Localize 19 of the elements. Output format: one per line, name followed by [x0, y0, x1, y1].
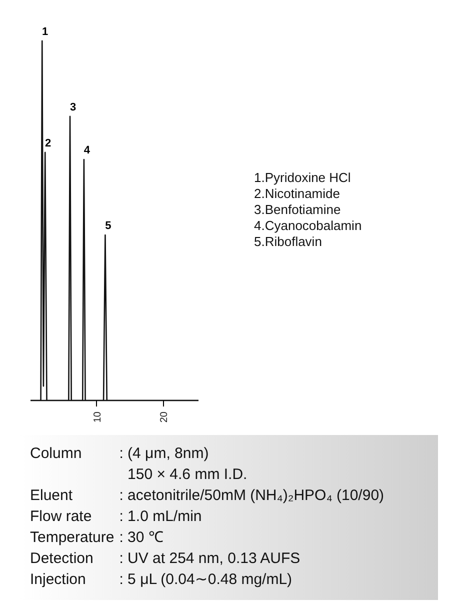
text: 3.Benfotiamine [254, 202, 342, 218]
text: 150 × 4.6 mm I.D. [126, 465, 248, 485]
text: 5.Riboflavin [254, 234, 323, 250]
x-tick-label: 20 [158, 411, 170, 423]
annotation: 4 [84, 144, 91, 157]
text: Detection : UV at 254 nm, 0.13 AUFS [30, 550, 300, 567]
text: Flow rate : 1.0 mL/min [30, 508, 202, 525]
x-tick-label: 10 [92, 411, 104, 423]
annotation: 3 [70, 101, 76, 114]
annotation: 2 [45, 137, 52, 150]
text: 2.Nicotinamide [254, 186, 341, 202]
text: Injection : 5 μL (0.04∼0.48 mg/mL) [30, 571, 292, 588]
text: Column : (4 μm, 8nm) [30, 445, 209, 462]
text: Temperature : 30 ℃ [30, 528, 164, 548]
annotation: 5 [105, 220, 112, 232]
annotation: 1 [42, 26, 48, 38]
text: 1.Pyridoxine HCl [254, 170, 352, 186]
text: 4.Cyanocobalamin [254, 218, 362, 234]
text: Eluent : acetonitrile/50mM (NH₄)₂HPO₄ (10/90) [30, 487, 384, 504]
